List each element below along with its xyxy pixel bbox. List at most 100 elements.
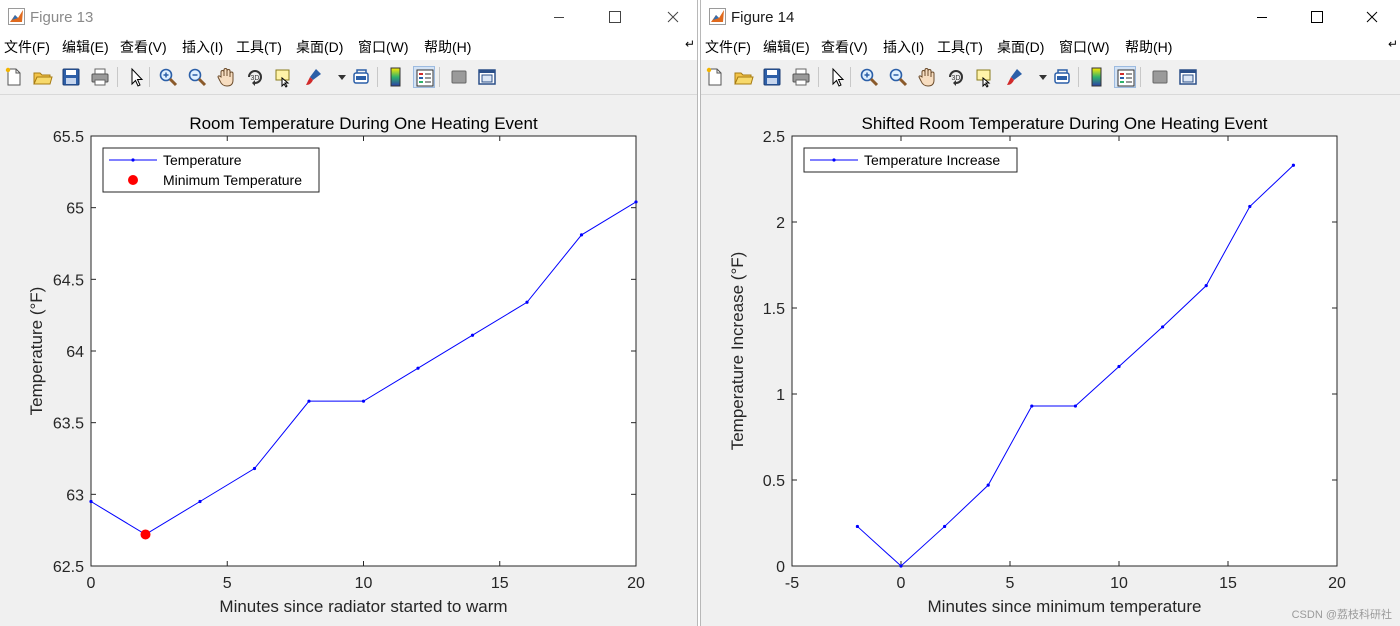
watermark: CSDN @荔枝科研社: [1291, 609, 1392, 621]
brush-button[interactable]: [1003, 66, 1025, 88]
close-button[interactable]: [1349, 0, 1395, 35]
brush-menu-button[interactable]: [331, 66, 346, 88]
open-file-button[interactable]: [732, 66, 754, 88]
legend-marker: [131, 158, 135, 162]
open-file-button[interactable]: [31, 66, 53, 88]
toolbar-separator: [439, 67, 440, 87]
menu-window[interactable]: 窗口(W): [1059, 39, 1110, 55]
select-arrow-icon: [131, 67, 144, 87]
legend-button[interactable]: [413, 66, 435, 88]
data-point: [634, 200, 638, 204]
menu-window[interactable]: 窗口(W): [358, 39, 409, 55]
save-icon: [763, 68, 781, 86]
select-arrow-button[interactable]: [125, 66, 147, 88]
y-axis-label: Temperature (°F): [27, 287, 46, 416]
x-tick-label: 20: [627, 575, 645, 592]
minimize-icon: [554, 17, 564, 18]
figure-toolbar: 3D: [701, 60, 1400, 95]
colorbar-icon: [390, 67, 401, 87]
brush-menu-icon: [338, 75, 346, 80]
rotate-3d-button[interactable]: 3D: [244, 66, 266, 88]
maximize-button[interactable]: [592, 0, 638, 35]
y-tick-label: 62.5: [53, 559, 84, 576]
data-point: [1030, 404, 1034, 408]
menu-overflow-icon[interactable]: ↵: [1388, 37, 1399, 51]
print-button[interactable]: [89, 66, 111, 88]
close-button[interactable]: [650, 0, 696, 35]
figure-window: Figure 13 文件(F) 编辑(E) 查看(V) 插入(I) 工具(T) …: [0, 0, 698, 626]
y-tick-label: 0: [776, 559, 785, 576]
show-plot-tools-button[interactable]: [1177, 66, 1199, 88]
data-point: [899, 564, 903, 568]
show-plot-tools-button[interactable]: [476, 66, 498, 88]
menu-overflow-icon[interactable]: ↵: [685, 37, 696, 51]
save-icon: [62, 68, 80, 86]
hide-plot-tools-button[interactable]: [448, 66, 470, 88]
figure-canvas: Room Temperature During One Heating Even…: [0, 95, 697, 626]
x-axis-label: Minutes since radiator started to warm: [219, 597, 507, 616]
data-cursor-button[interactable]: [974, 66, 996, 88]
new-figure-icon: [706, 67, 722, 86]
menu-desktop[interactable]: 桌面(D): [997, 39, 1045, 55]
pan-hand-button[interactable]: [916, 66, 938, 88]
menu-bar: 文件(F) 编辑(E) 查看(V) 插入(I) 工具(T) 桌面(D) 窗口(W…: [701, 35, 1400, 60]
menu-tools[interactable]: 工具(T): [937, 39, 983, 55]
zoom-out-button[interactable]: [186, 66, 208, 88]
select-arrow-button[interactable]: [826, 66, 848, 88]
legend-icon: [1117, 69, 1135, 87]
new-figure-button[interactable]: [3, 66, 25, 88]
print-icon: [792, 68, 810, 86]
brush-menu-button[interactable]: [1032, 66, 1047, 88]
data-point: [89, 499, 93, 504]
pan-hand-button[interactable]: [215, 66, 237, 88]
menu-edit[interactable]: 编辑(E): [62, 39, 109, 55]
colorbar-button[interactable]: [1086, 66, 1108, 88]
link-plot-button[interactable]: [1051, 66, 1073, 88]
title-bar[interactable]: Figure 13: [0, 0, 697, 35]
menu-help[interactable]: 帮助(H): [1125, 39, 1173, 55]
zoom-in-icon: [159, 68, 178, 87]
x-tick-label: 10: [355, 575, 373, 592]
x-tick-label: 0: [87, 575, 96, 592]
zoom-out-icon: [889, 68, 908, 87]
zoom-in-button[interactable]: [157, 66, 179, 88]
save-button[interactable]: [60, 66, 82, 88]
data-point: [198, 499, 202, 504]
menu-insert[interactable]: 插入(I): [182, 39, 224, 55]
zoom-in-button[interactable]: [858, 66, 880, 88]
x-tick-label: -5: [785, 575, 799, 592]
menu-insert[interactable]: 插入(I): [883, 39, 925, 55]
zoom-out-button[interactable]: [887, 66, 909, 88]
colorbar-button[interactable]: [385, 66, 407, 88]
hide-plot-tools-button[interactable]: [1149, 66, 1171, 88]
menu-view[interactable]: 查看(V): [120, 39, 167, 55]
menu-file[interactable]: 文件(F): [4, 39, 50, 55]
maximize-button[interactable]: [1294, 0, 1340, 35]
rotate-3d-button[interactable]: 3D: [945, 66, 967, 88]
menu-edit[interactable]: 编辑(E): [763, 39, 810, 55]
data-cursor-button[interactable]: [273, 66, 295, 88]
link-plot-button[interactable]: [350, 66, 372, 88]
show-plot-tools-icon: [1179, 69, 1197, 85]
minimize-button[interactable]: [1239, 0, 1285, 35]
menu-help[interactable]: 帮助(H): [424, 39, 472, 55]
figure-window: Figure 14 文件(F) 编辑(E) 查看(V) 插入(I) 工具(T) …: [700, 0, 1400, 626]
menu-tools[interactable]: 工具(T): [236, 39, 282, 55]
print-button[interactable]: [790, 66, 812, 88]
legend-button[interactable]: [1114, 66, 1136, 88]
svg-text:3D: 3D: [952, 75, 961, 82]
save-button[interactable]: [761, 66, 783, 88]
y-tick-label: 0.5: [763, 473, 785, 490]
minimize-button[interactable]: [536, 0, 582, 35]
title-bar[interactable]: Figure 14: [701, 0, 1400, 35]
data-point: [1204, 284, 1208, 288]
y-axis-label: Temperature Increase (°F): [728, 252, 747, 451]
new-figure-icon: [5, 67, 21, 86]
menu-file[interactable]: 文件(F): [705, 39, 751, 55]
new-figure-button[interactable]: [704, 66, 726, 88]
brush-button[interactable]: [302, 66, 324, 88]
menu-view[interactable]: 查看(V): [821, 39, 868, 55]
legend-box[interactable]: [102, 147, 320, 193]
menu-desktop[interactable]: 桌面(D): [296, 39, 344, 55]
hide-plot-tools-icon: [1152, 70, 1168, 84]
